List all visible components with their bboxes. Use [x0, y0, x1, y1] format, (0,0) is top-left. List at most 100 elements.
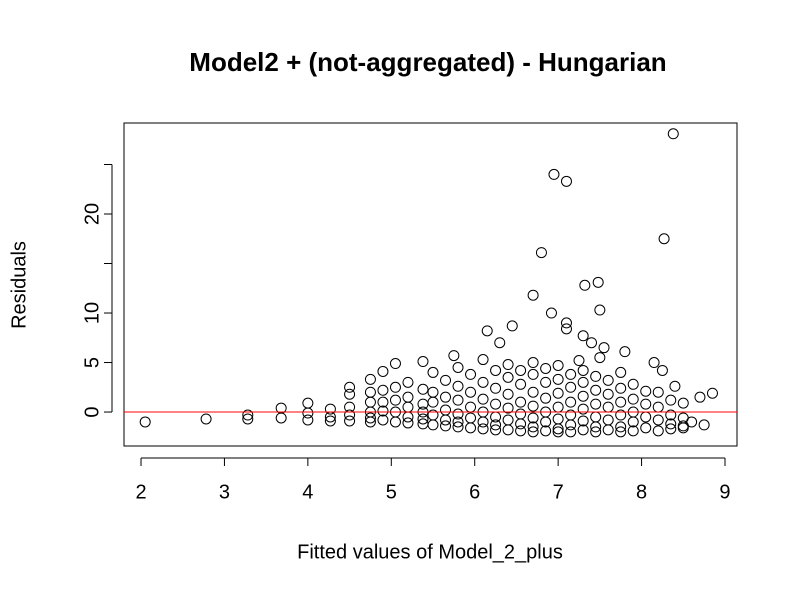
x-tick-label: 3: [219, 481, 230, 503]
point: [402, 376, 414, 388]
point: [698, 419, 710, 431]
point: [490, 424, 502, 436]
point: [573, 355, 585, 367]
point: [658, 233, 670, 245]
point: [652, 414, 664, 426]
point: [640, 385, 652, 397]
point: [577, 390, 589, 402]
point: [540, 416, 552, 428]
point: [706, 387, 718, 399]
point: [560, 323, 572, 335]
point: [440, 374, 452, 386]
point: [640, 422, 652, 434]
point: [389, 381, 401, 393]
point: [427, 419, 439, 431]
point: [527, 386, 539, 398]
point: [540, 376, 552, 388]
point: [627, 378, 639, 390]
point: [364, 416, 376, 428]
point: [481, 325, 493, 337]
y-axis-label: Residuals: [8, 241, 30, 329]
point: [552, 373, 564, 385]
point: [545, 307, 557, 319]
x-tick-label: 5: [386, 481, 397, 503]
point: [452, 380, 464, 392]
point: [377, 384, 389, 396]
point: [527, 357, 539, 369]
point: [598, 342, 610, 354]
point: [565, 419, 577, 431]
point: [502, 359, 514, 371]
point: [652, 386, 664, 398]
point: [619, 346, 631, 358]
point: [452, 394, 464, 406]
point: [579, 279, 591, 291]
point: [242, 409, 254, 421]
point: [592, 276, 604, 288]
point: [465, 386, 477, 398]
point: [302, 407, 314, 419]
point: [552, 426, 564, 438]
point: [344, 415, 356, 427]
point: [602, 388, 614, 400]
point: [417, 383, 429, 395]
point: [594, 304, 606, 316]
point: [565, 396, 577, 408]
point: [502, 424, 514, 436]
point: [515, 364, 527, 376]
point: [477, 393, 489, 405]
point: [552, 359, 564, 371]
point: [615, 396, 627, 408]
point: [527, 421, 539, 433]
point: [648, 357, 660, 369]
point: [465, 422, 477, 434]
x-axis-label: Fitted values of Model_2_plus: [297, 541, 563, 563]
point: [477, 354, 489, 366]
point: [694, 391, 706, 403]
point: [665, 418, 677, 430]
point: [669, 380, 681, 392]
point: [477, 416, 489, 428]
point: [477, 376, 489, 388]
point: [502, 402, 514, 414]
point: [577, 415, 589, 427]
point: [494, 337, 506, 349]
point: [344, 388, 356, 400]
point: [448, 350, 460, 362]
y-tick-label: 5: [81, 357, 103, 368]
point: [389, 358, 401, 370]
point: [602, 374, 614, 386]
point: [452, 421, 464, 433]
point: [477, 423, 489, 435]
point: [577, 330, 589, 342]
point: [324, 403, 336, 415]
point: [590, 398, 602, 410]
x-tick-label: 9: [719, 481, 730, 503]
point: [452, 416, 464, 428]
point: [377, 405, 389, 417]
point: [200, 413, 212, 425]
point: [615, 382, 627, 394]
point: [364, 373, 376, 385]
x-tick-label: 6: [469, 481, 480, 503]
point: [527, 368, 539, 380]
point: [527, 426, 539, 438]
point: [640, 398, 652, 410]
point: [560, 175, 572, 187]
point: [490, 364, 502, 376]
point: [540, 392, 552, 404]
point: [677, 397, 689, 409]
point: [577, 376, 589, 388]
point: [565, 426, 577, 438]
point: [302, 414, 314, 426]
point: [527, 400, 539, 412]
point: [515, 425, 527, 437]
point: [502, 371, 514, 383]
chart-title: Model2 + (not-aggregated) - Hungarian: [189, 47, 666, 77]
point: [535, 247, 547, 259]
point: [665, 394, 677, 406]
point: [665, 409, 677, 421]
point: [364, 412, 376, 424]
